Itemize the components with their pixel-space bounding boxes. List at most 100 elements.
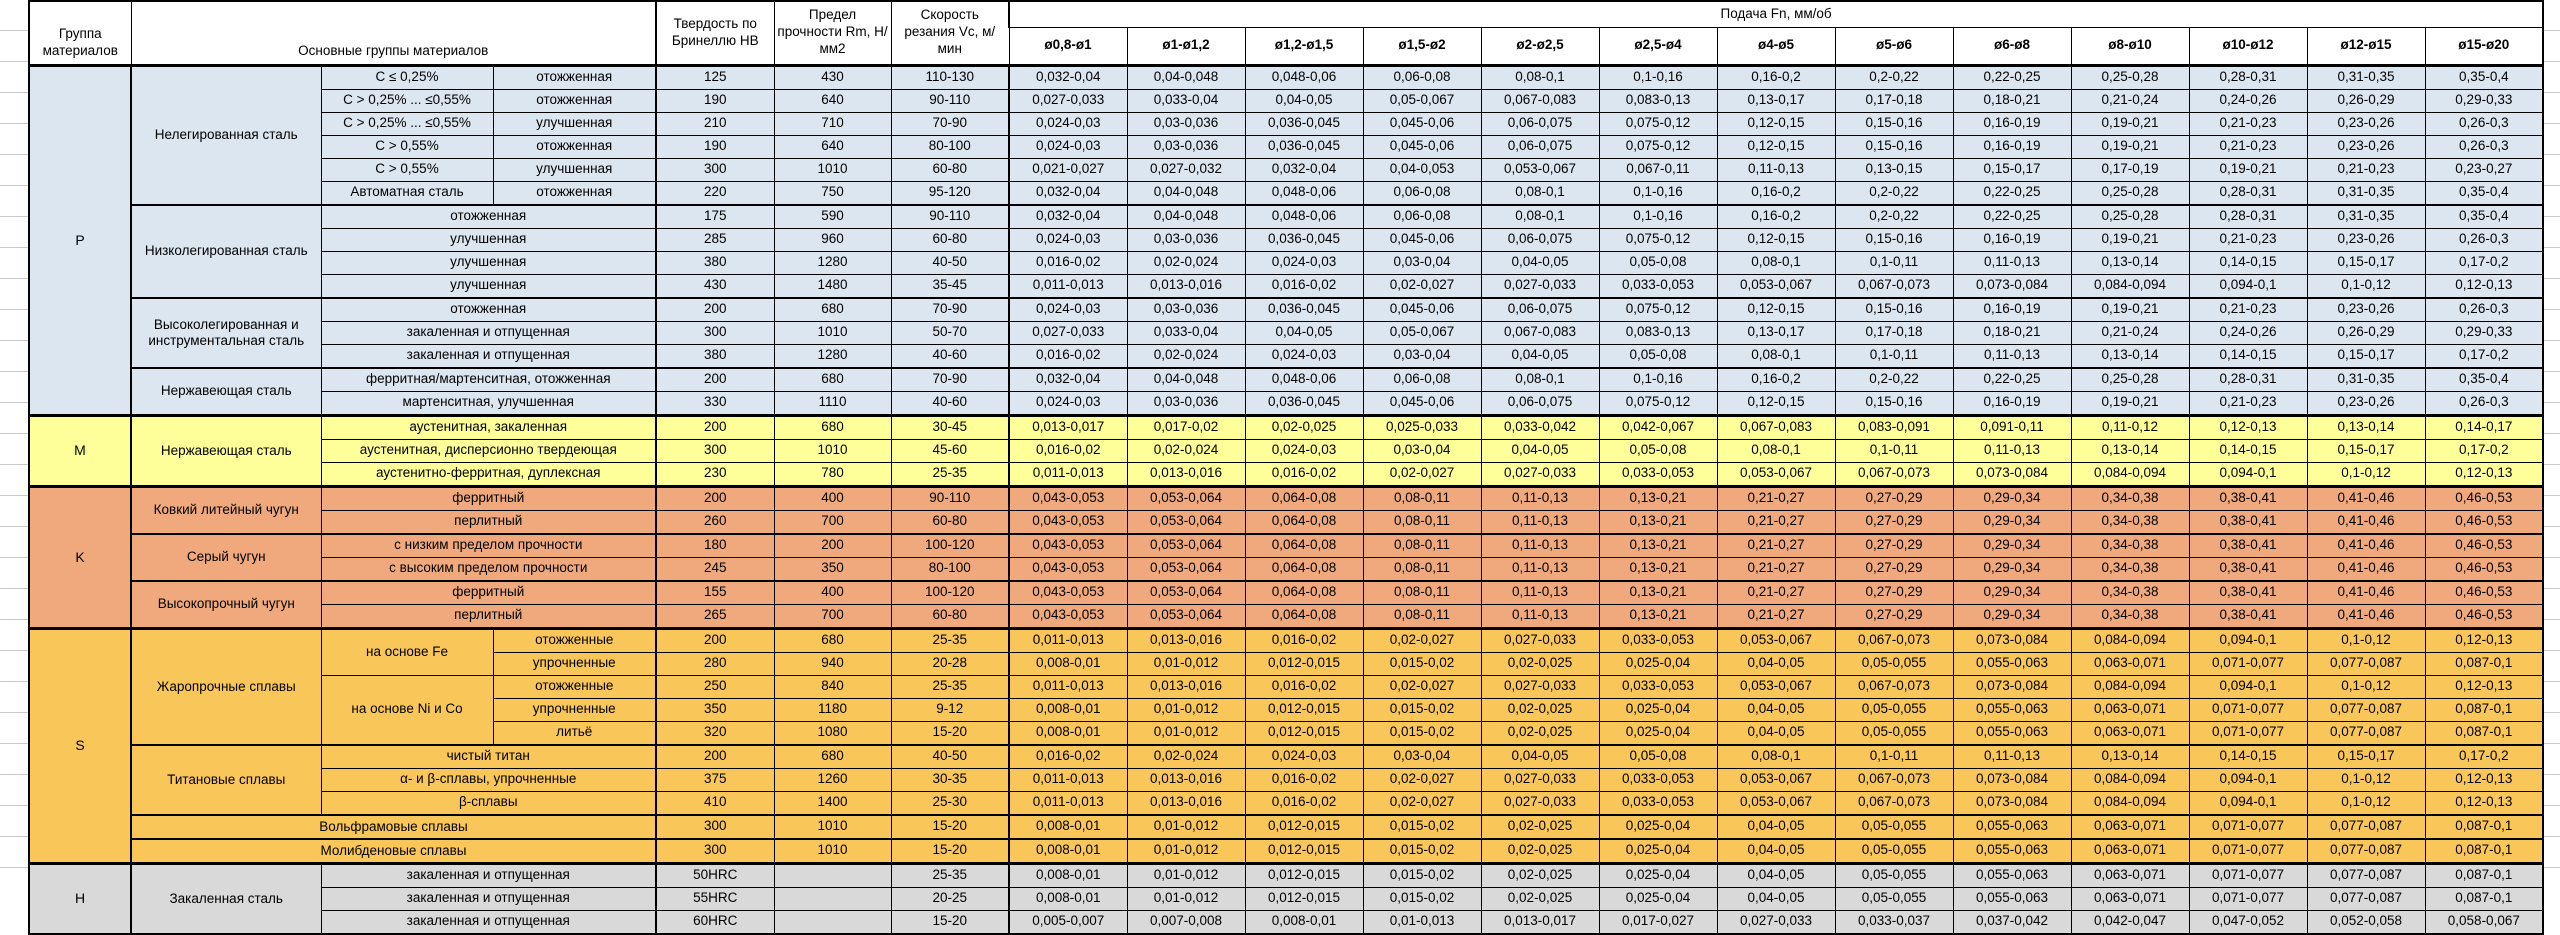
feed-cell[interactable]: 0,16-0,2 xyxy=(1716,203,1836,229)
feed-cell[interactable]: 0,05-0,055 xyxy=(1834,651,1954,676)
feed-cell[interactable]: 0,025-0,04 xyxy=(1598,697,1718,722)
feed-cell[interactable]: 0,043-0,053 xyxy=(1008,603,1128,629)
feed-cell[interactable]: 0,21-0,27 xyxy=(1716,532,1836,558)
hardness-cell[interactable]: 200 xyxy=(655,413,775,440)
feed-cell[interactable]: 0,071-0,077 xyxy=(2188,720,2308,745)
hardness-cell[interactable]: 200 xyxy=(655,743,775,769)
feed-cell[interactable]: 0,094-0,1 xyxy=(2188,767,2308,792)
feed-cell[interactable]: 0,05-0,08 xyxy=(1598,343,1718,368)
feed-cell[interactable]: 0,027-0,033 xyxy=(1480,273,1600,298)
feed-cell[interactable]: 0,05-0,055 xyxy=(1834,886,1954,911)
feed-cell[interactable]: 0,16-0,19 xyxy=(1952,296,2072,322)
feed-cell[interactable]: 0,012-0,015 xyxy=(1244,861,1364,888)
feed-cell[interactable]: 0,073-0,084 xyxy=(1952,273,2072,298)
feed-cell[interactable]: 0,06-0,075 xyxy=(1480,134,1600,159)
feed-cell[interactable]: 0,11-0,13 xyxy=(1952,250,2072,275)
state-cell[interactable]: упрочненные xyxy=(492,651,657,676)
feed-column-header[interactable]: ø12-ø15 xyxy=(2306,26,2426,66)
feed-cell[interactable]: 0,46-0,53 xyxy=(2424,556,2544,581)
feed-cell[interactable]: 0,027-0,033 xyxy=(1008,88,1128,113)
feed-cell[interactable]: 0,21-0,27 xyxy=(1716,509,1836,534)
feed-cell[interactable]: 0,1-0,11 xyxy=(1834,743,1954,769)
feed-cell[interactable]: 0,46-0,53 xyxy=(2424,484,2544,511)
feed-cell[interactable]: 0,036-0,045 xyxy=(1244,111,1364,136)
feed-cell[interactable]: 0,31-0,35 xyxy=(2306,63,2426,90)
feed-cell[interactable]: 0,016-0,02 xyxy=(1244,273,1364,298)
feed-cell[interactable]: 0,077-0,087 xyxy=(2306,651,2426,676)
feed-cell[interactable]: 0,27-0,29 xyxy=(1834,484,1954,511)
feed-cell[interactable]: 0,19-0,21 xyxy=(2070,227,2190,252)
feed-cell[interactable]: 0,02-0,024 xyxy=(1126,343,1246,368)
feed-cell[interactable]: 0,08-0,1 xyxy=(1716,438,1836,463)
feed-cell[interactable]: 0,067-0,073 xyxy=(1834,674,1954,699)
feed-cell[interactable]: 0,075-0,12 xyxy=(1598,296,1718,322)
state-cell[interactable]: перлитный xyxy=(320,509,657,534)
hardness-cell[interactable]: 50HRC xyxy=(655,861,775,888)
feed-cell[interactable]: 0,067-0,073 xyxy=(1834,790,1954,815)
group-code-cell[interactable]: H xyxy=(28,861,132,934)
feed-cell[interactable]: 0,02-0,025 xyxy=(1480,697,1600,722)
feed-cell[interactable]: 0,033-0,053 xyxy=(1598,767,1718,792)
feed-cell[interactable]: 0,025-0,04 xyxy=(1598,813,1718,839)
feed-column-header[interactable]: ø2,5-ø4 xyxy=(1598,26,1718,66)
feed-column-header[interactable]: ø5-ø6 xyxy=(1834,26,1954,66)
feed-cell[interactable]: 0,05-0,067 xyxy=(1362,320,1482,345)
feed-cell[interactable]: 0,24-0,26 xyxy=(2188,320,2308,345)
feed-cell[interactable]: 0,052-0,058 xyxy=(2306,909,2426,934)
feed-cell[interactable]: 0,21-0,23 xyxy=(2188,390,2308,416)
speed-cell[interactable]: 95-120 xyxy=(890,180,1010,205)
strength-cell[interactable]: 1010 xyxy=(773,157,892,182)
feed-cell[interactable]: 0,04-0,048 xyxy=(1126,203,1246,229)
feed-cell[interactable]: 0,06-0,08 xyxy=(1362,203,1482,229)
feed-cell[interactable]: 0,26-0,3 xyxy=(2424,227,2544,252)
hardness-cell[interactable]: 300 xyxy=(655,320,775,345)
feed-cell[interactable]: 0,24-0,26 xyxy=(2188,88,2308,113)
feed-cell[interactable]: 0,053-0,064 xyxy=(1126,532,1246,558)
state-cell[interactable]: улучшенная xyxy=(492,111,657,136)
feed-cell[interactable]: 0,18-0,21 xyxy=(1952,320,2072,345)
feed-cell[interactable]: 0,008-0,01 xyxy=(1008,697,1128,722)
feed-cell[interactable]: 0,073-0,084 xyxy=(1952,461,2072,487)
feed-cell[interactable]: 0,27-0,29 xyxy=(1834,603,1954,629)
feed-cell[interactable]: 0,15-0,16 xyxy=(1834,134,1954,159)
feed-cell[interactable]: 0,013-0,016 xyxy=(1126,790,1246,815)
feed-cell[interactable]: 0,03-0,036 xyxy=(1126,390,1246,416)
strength-cell[interactable]: 700 xyxy=(773,603,892,629)
feed-cell[interactable]: 0,19-0,21 xyxy=(2070,134,2190,159)
feed-cell[interactable]: 0,38-0,41 xyxy=(2188,509,2308,534)
material-cell[interactable]: Нелегированная сталь xyxy=(130,63,322,205)
strength-cell[interactable] xyxy=(773,861,892,888)
feed-cell[interactable]: 0,31-0,35 xyxy=(2306,366,2426,392)
material-cell[interactable]: Высоколегированная и инструментальная ст… xyxy=(130,296,322,368)
strength-cell[interactable]: 1480 xyxy=(773,273,892,298)
feed-cell[interactable]: 0,41-0,46 xyxy=(2306,532,2426,558)
feed-cell[interactable]: 0,1-0,11 xyxy=(1834,343,1954,368)
feed-cell[interactable]: 0,26-0,3 xyxy=(2424,134,2544,159)
submaterial-cell[interactable]: C > 0,25% ... ≤0,55% xyxy=(320,88,494,113)
feed-cell[interactable]: 0,14-0,15 xyxy=(2188,250,2308,275)
feed-cell[interactable]: 0,04-0,05 xyxy=(1716,813,1836,839)
feed-cell[interactable]: 0,094-0,1 xyxy=(2188,674,2308,699)
feed-cell[interactable]: 0,005-0,007 xyxy=(1008,909,1128,934)
feed-cell[interactable]: 0,12-0,13 xyxy=(2424,626,2544,653)
feed-cell[interactable]: 0,23-0,26 xyxy=(2306,296,2426,322)
feed-cell[interactable]: 0,024-0,03 xyxy=(1008,134,1128,159)
feed-cell[interactable]: 0,26-0,3 xyxy=(2424,296,2544,322)
feed-cell[interactable]: 0,15-0,17 xyxy=(2306,743,2426,769)
feed-cell[interactable]: 0,008-0,01 xyxy=(1008,720,1128,745)
material-cell[interactable]: Вольфрамовые сплавы xyxy=(130,813,657,839)
group-code-cell[interactable]: K xyxy=(28,484,132,629)
feed-cell[interactable]: 0,025-0,04 xyxy=(1598,861,1718,888)
feed-cell[interactable]: 0,18-0,21 xyxy=(1952,88,2072,113)
feed-cell[interactable]: 0,01-0,012 xyxy=(1126,886,1246,911)
feed-cell[interactable]: 0,1-0,16 xyxy=(1598,63,1718,90)
speed-cell[interactable]: 100-120 xyxy=(890,579,1010,605)
feed-cell[interactable]: 0,38-0,41 xyxy=(2188,556,2308,581)
hardness-cell[interactable]: 300 xyxy=(655,813,775,839)
submaterial-cell[interactable]: C ≤ 0,25% xyxy=(320,63,494,90)
feed-cell[interactable]: 0,016-0,02 xyxy=(1008,250,1128,275)
feed-cell[interactable]: 0,16-0,19 xyxy=(1952,227,2072,252)
feed-cell[interactable]: 0,35-0,4 xyxy=(2424,180,2544,205)
feed-cell[interactable]: 0,14-0,15 xyxy=(2188,743,2308,769)
hardness-cell[interactable]: 380 xyxy=(655,250,775,275)
